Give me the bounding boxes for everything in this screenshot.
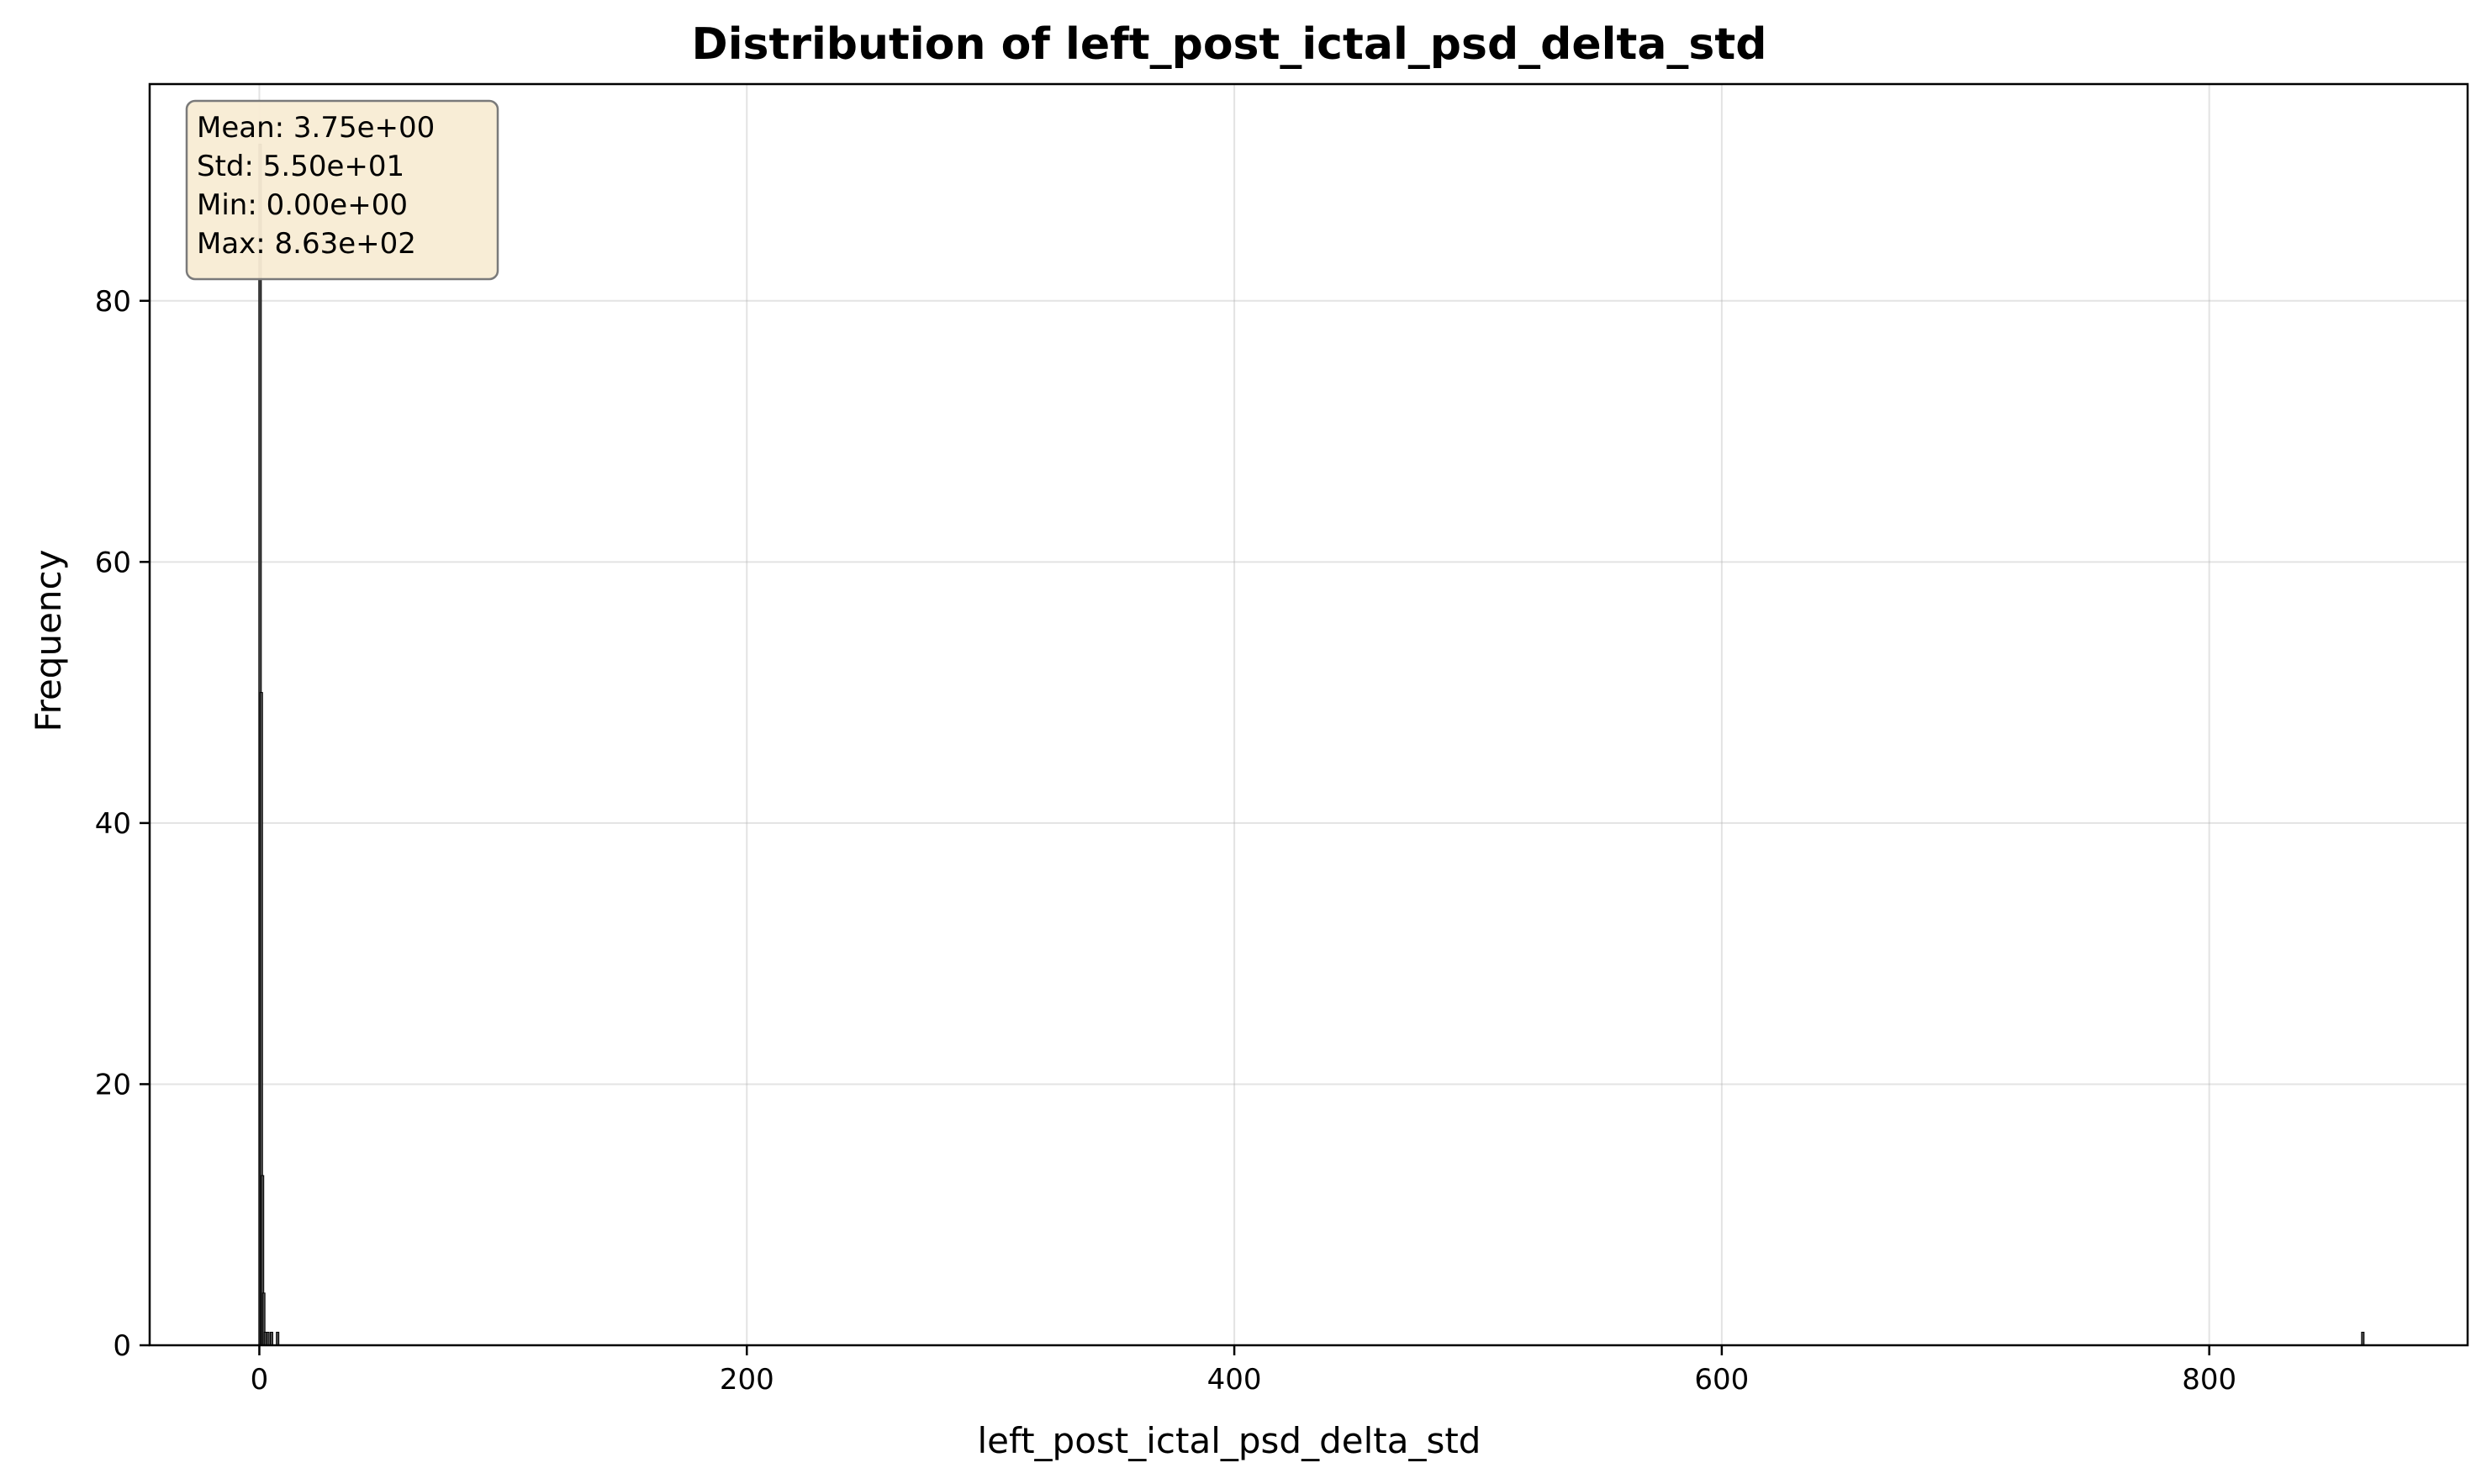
plot-area-frame bbox=[148, 82, 2469, 1347]
stats-min: Min: 0.00e+00 bbox=[197, 188, 408, 222]
y-tick-label: 0 bbox=[113, 1329, 131, 1363]
y-tick-label: 80 bbox=[95, 285, 131, 319]
axis-ticks: 0 200 400 600 800 0 20 40 60 80 bbox=[95, 285, 2236, 1397]
stats-box-background bbox=[185, 99, 499, 281]
stats-max: Max: 8.63e+02 bbox=[197, 227, 416, 261]
y-axis-label: Frequency bbox=[28, 550, 69, 732]
x-tick-label: 600 bbox=[1694, 1363, 1749, 1397]
histogram-bar bbox=[269, 1331, 273, 1346]
x-tick-label: 400 bbox=[1207, 1363, 1262, 1397]
stats-std: Std: 5.50e+01 bbox=[197, 150, 404, 183]
histogram-bar bbox=[276, 1331, 280, 1346]
histogram-bar bbox=[2361, 1331, 2365, 1346]
x-axis-label: left_post_ictal_psd_delta_std bbox=[978, 1420, 1481, 1461]
y-tick-label: 60 bbox=[95, 546, 131, 579]
x-tick-label: 800 bbox=[2182, 1363, 2236, 1397]
y-tick-label: 20 bbox=[95, 1068, 131, 1101]
x-tick-label: 0 bbox=[251, 1363, 269, 1397]
x-tick-label: 200 bbox=[720, 1363, 774, 1397]
stats-box: Mean: 3.75e+00 Std: 5.50e+01 Min: 0.00e+… bbox=[185, 99, 499, 281]
chart-title: Distribution of left_post_ictal_psd_delt… bbox=[692, 19, 1767, 70]
y-tick-label: 40 bbox=[95, 807, 131, 841]
stats-mean: Mean: 3.75e+00 bbox=[197, 111, 435, 145]
histogram-bar bbox=[266, 1331, 270, 1346]
